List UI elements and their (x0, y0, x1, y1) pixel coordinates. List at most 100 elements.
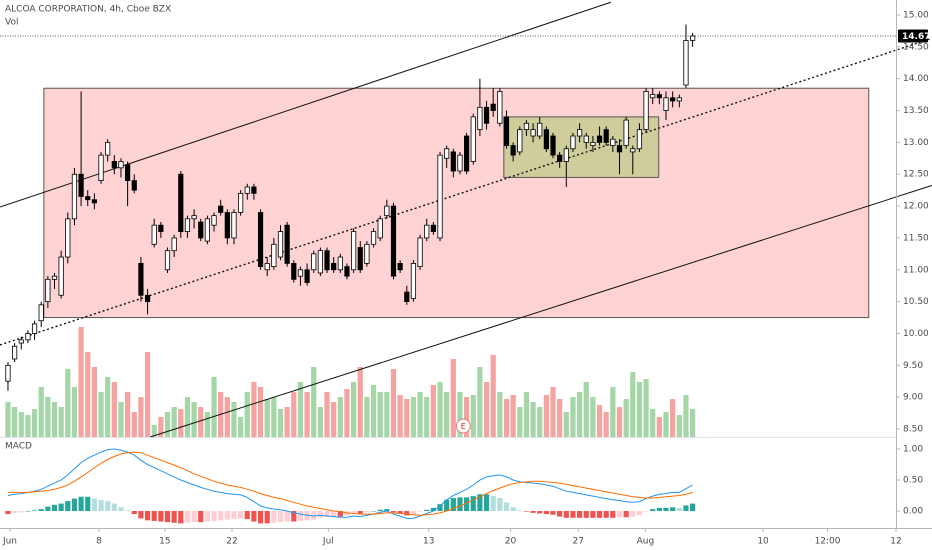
volume-bar (344, 389, 350, 437)
x-tick-label: 10 (757, 537, 769, 547)
macd-histogram-bar (490, 496, 496, 512)
macd-histogram-bar (570, 511, 576, 518)
volume-bar (490, 355, 496, 437)
volume-bar (643, 379, 649, 437)
candle-body (630, 148, 636, 153)
candle-body (650, 94, 656, 99)
candle-body (444, 148, 450, 159)
macd-histogram-bar (105, 501, 111, 512)
volume-bar (670, 399, 676, 437)
volume-bar (251, 382, 257, 437)
volume-bar (71, 387, 78, 437)
volume-bar (676, 415, 682, 437)
macd-histogram-bar (204, 511, 210, 522)
candle-body (105, 141, 111, 156)
x-tick-label: 27 (573, 537, 584, 547)
volume-bar (131, 412, 137, 437)
candle-body (238, 192, 244, 213)
volume-bar (191, 402, 197, 437)
macd-histogram-bar (238, 511, 244, 519)
candle-body (231, 212, 237, 239)
macd-histogram-bar (590, 511, 596, 518)
y-tick-label: 15.00 (903, 10, 929, 20)
volume-bar (45, 397, 51, 437)
volume-bar (18, 412, 24, 437)
volume-bar (404, 399, 410, 437)
macd-histogram-bar (610, 511, 616, 518)
volume-bar (331, 402, 337, 437)
macd-histogram-bar (277, 511, 284, 523)
volume-bar (497, 392, 503, 437)
macd-histogram-bar (38, 509, 44, 512)
macd-histogram-bar (85, 496, 91, 512)
macd-histogram-bar (623, 511, 629, 518)
volume-bar (397, 395, 403, 437)
candle-body (623, 119, 629, 146)
macd-histogram-bar (118, 507, 124, 512)
candle-body (596, 135, 603, 143)
candle-body (118, 161, 124, 169)
macd-histogram-bar (31, 510, 38, 512)
last-price-box (898, 29, 928, 43)
candle-body (417, 237, 423, 267)
candle-body (25, 333, 31, 341)
volume-bar (91, 367, 97, 437)
y-tick-label: 9.50 (903, 361, 923, 371)
macd-histogram-bar (397, 511, 403, 514)
macd-histogram-bar (656, 507, 662, 512)
macd-histogram-bar (5, 511, 11, 515)
volume-bar (650, 409, 656, 437)
macd-histogram-bar (178, 511, 184, 524)
candle-body (570, 135, 576, 150)
macd-histogram-bar (297, 511, 304, 521)
candle-body (656, 94, 662, 99)
volume-bar (264, 399, 270, 437)
macd-histogram-bar (616, 511, 623, 518)
macd-histogram-bar (430, 507, 436, 512)
macd-y-tick-label: 0.00 (903, 507, 923, 517)
macd-histogram-bar (218, 511, 224, 521)
candle-body (191, 215, 197, 220)
volume-bar (457, 392, 463, 437)
volume-bar (211, 377, 217, 437)
macd-histogram-bar (271, 511, 277, 523)
candle-body (377, 218, 383, 239)
macd-histogram-bar (384, 509, 390, 512)
macd-histogram-bar (683, 505, 689, 512)
candle-body (503, 116, 510, 146)
x-tick-label: 20 (505, 537, 517, 547)
candle-body (523, 122, 530, 131)
volume-bar (384, 392, 390, 437)
candle-body (324, 250, 330, 271)
chart-title: ALCOA CORPORATION, 4h, Cboe BZX (5, 5, 171, 15)
candle-body (410, 263, 417, 299)
volume-bar (244, 392, 250, 437)
candle-body (65, 218, 71, 258)
macd-histogram-bar (663, 507, 669, 512)
y-tick-label: 9.00 (903, 393, 923, 403)
macd-histogram-bar (125, 510, 131, 512)
volume-bar (483, 382, 490, 437)
candle-body (98, 154, 104, 181)
candle-body (111, 161, 117, 169)
candle-body (430, 224, 436, 232)
volume-bar (430, 385, 436, 437)
candle-body (663, 97, 669, 111)
macd-histogram-bar (71, 498, 78, 512)
macd-histogram-bar (91, 498, 97, 512)
volume-bar (238, 417, 244, 437)
macd-histogram-bar (111, 503, 117, 512)
candle-body (464, 135, 470, 172)
candle-body (550, 135, 556, 156)
volume-bar (58, 407, 64, 437)
macd-histogram-bar (158, 511, 164, 522)
volume-bar (570, 397, 576, 437)
macd-histogram-bar (65, 501, 71, 512)
macd-histogram-bar (171, 511, 177, 523)
macd-histogram-bar (18, 511, 24, 513)
candle-body (271, 243, 277, 267)
candle-body (78, 173, 84, 197)
candle-body (317, 250, 323, 274)
candle-body (244, 186, 250, 194)
candle-body (311, 253, 317, 271)
